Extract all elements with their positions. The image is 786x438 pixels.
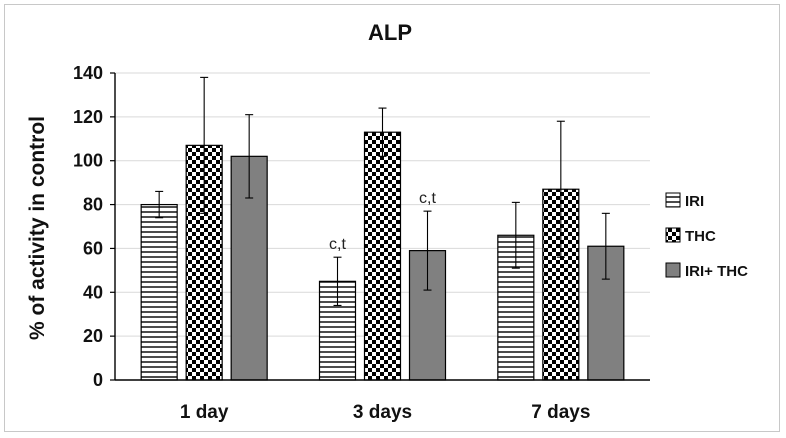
- x-axis-ticks: 1 day 3 days 7 days: [180, 402, 591, 423]
- y-axis-label: % of activity in control: [26, 116, 49, 340]
- y-tick-label: 60: [83, 238, 103, 258]
- y-tick-label: 100: [73, 151, 103, 171]
- y-tick-label: 80: [83, 195, 103, 215]
- bar-iri-1-day: [140, 203, 178, 381]
- legend-label-iri: IRI: [685, 193, 704, 210]
- x-tick-label: 1 day: [180, 402, 229, 423]
- legend-swatch-thc: [665, 227, 681, 243]
- annotation-label: c,t: [419, 190, 436, 207]
- legend-label-thc: THC: [685, 228, 716, 245]
- y-tick-label: 40: [83, 282, 103, 302]
- legend-label-iri-thc: IRI+ THC: [685, 263, 748, 280]
- y-tick-label: 20: [83, 326, 103, 346]
- legend: IRI THC IRI+ THC: [665, 192, 748, 280]
- annotations: c,t c,t: [329, 190, 436, 253]
- error-bars: [155, 76, 610, 306]
- bars: [140, 131, 625, 381]
- chart-title: ALP: [368, 20, 412, 45]
- bar-thc-3-days: [363, 131, 402, 381]
- legend-swatch-iri-thc: [665, 262, 681, 278]
- y-tick-label: 0: [93, 370, 103, 390]
- annotation-label: c,t: [329, 236, 346, 253]
- y-axis-ticks: 0 20 40 60 80 100 120 140: [73, 63, 115, 390]
- x-tick-label: 3 days: [353, 402, 412, 423]
- y-tick-label: 140: [73, 63, 103, 83]
- y-tick-label: 120: [73, 107, 103, 127]
- legend-swatch-iri: [665, 192, 681, 208]
- x-tick-label: 7 days: [531, 402, 590, 423]
